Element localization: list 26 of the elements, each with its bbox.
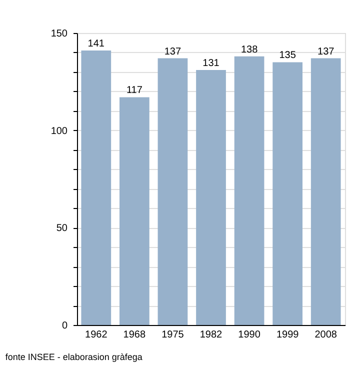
bar xyxy=(234,56,264,325)
bar xyxy=(196,70,226,325)
data-label: 141 xyxy=(88,38,105,50)
data-label: 135 xyxy=(279,50,296,62)
x-tick-label: 2008 xyxy=(314,330,338,340)
x-tick-label: 1982 xyxy=(200,330,223,340)
y-tick-label: 100 xyxy=(50,126,68,137)
data-label: 137 xyxy=(164,46,182,58)
x-tick-label: 1990 xyxy=(238,330,261,340)
source-note: fonte INSEE - elaborasion gràfega xyxy=(5,352,142,362)
y-tick-label: 50 xyxy=(56,223,68,234)
data-label: 137 xyxy=(318,46,335,58)
bar xyxy=(272,62,303,325)
data-label: 117 xyxy=(126,85,143,96)
bar xyxy=(81,50,112,325)
y-tick-label: 150 xyxy=(50,28,68,40)
bar xyxy=(119,97,150,325)
data-label: 131 xyxy=(202,58,220,69)
bar xyxy=(158,58,188,325)
x-tick-label: 1975 xyxy=(162,330,184,340)
bar xyxy=(310,58,341,325)
x-tick-label: 1968 xyxy=(123,330,146,340)
data-label: 138 xyxy=(240,44,258,56)
y-tick-label: 0 xyxy=(62,320,68,332)
x-tick-label: 1962 xyxy=(85,330,108,340)
x-tick-label: 1999 xyxy=(276,330,300,340)
